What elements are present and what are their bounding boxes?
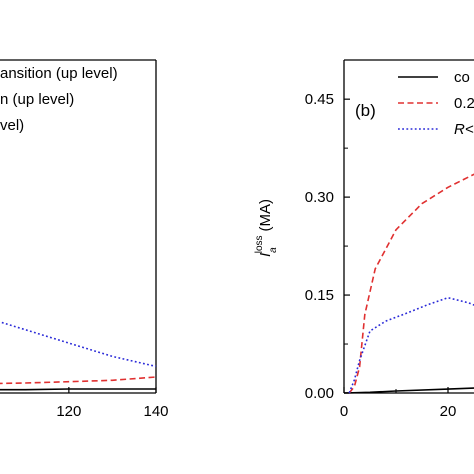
ylabel-main: I xyxy=(257,253,274,257)
panel-b-legend-label-1: 0.2 xyxy=(454,95,474,112)
panel-a-x-tick-label: 140 xyxy=(143,403,168,420)
panel-b-y-ticks: 0.00 0.15 0.30 0.45 xyxy=(305,91,350,402)
panel-b-series-line-2 xyxy=(348,296,474,394)
panel-a-legend-label-0: ansition (up level) xyxy=(0,65,118,82)
panel-a-legend-label-1: n (up level) xyxy=(0,91,74,108)
panel-b-y-tick-label: 0.00 xyxy=(305,385,334,402)
panel-b-y-tick-label: 0.45 xyxy=(305,91,334,108)
panel-a: 100120140 ansition (up level)n (up level… xyxy=(0,59,169,420)
panel-a-series-line-2 xyxy=(0,321,157,368)
panel-a-x-tick-label: 120 xyxy=(56,403,81,420)
panel-b-y-tick-label: 0.30 xyxy=(305,189,334,206)
ylabel-unit: (MA) xyxy=(257,199,274,232)
panel-a-legend-label-2: vel) xyxy=(0,117,24,134)
panel-b-y-tick-label: 0.15 xyxy=(305,287,334,304)
panel-b-label: (b) xyxy=(355,101,376,120)
ylabel-sub: a xyxy=(268,247,279,253)
panel-a-x-ticks: 100120140 xyxy=(56,387,169,420)
panel-b-legend: co 0.2 R< xyxy=(398,69,474,138)
panel-b-series-line-1 xyxy=(348,173,474,394)
panel-b-legend-label-0: co xyxy=(454,69,470,86)
panel-a-series-line-0 xyxy=(0,388,156,391)
panel-b-x-tick-label: 20 xyxy=(440,403,457,420)
panel-b-series-line-0 xyxy=(343,387,474,394)
panel-a-series xyxy=(0,321,157,391)
panel-b: 0.000.150.300.45 0204 co0.2R< (b) Ialoss… xyxy=(254,59,474,420)
panel-b-x-tick-label: 0 xyxy=(340,403,348,420)
panel-b-y-axis-title: Ialoss (MA) xyxy=(254,199,279,257)
panel-b-x-ticks: 0204 xyxy=(340,387,457,420)
panel-a-legend: ansition (up level) n (up level) vel) xyxy=(0,65,118,134)
svg-text:Ialoss(MA): Ialoss (MA) xyxy=(254,199,279,257)
ylabel-sup: loss xyxy=(254,235,265,253)
panel-b-legend-label-2: R< xyxy=(454,121,474,138)
panel-b-series xyxy=(343,173,474,394)
panel-a-series-line-1 xyxy=(0,376,157,385)
